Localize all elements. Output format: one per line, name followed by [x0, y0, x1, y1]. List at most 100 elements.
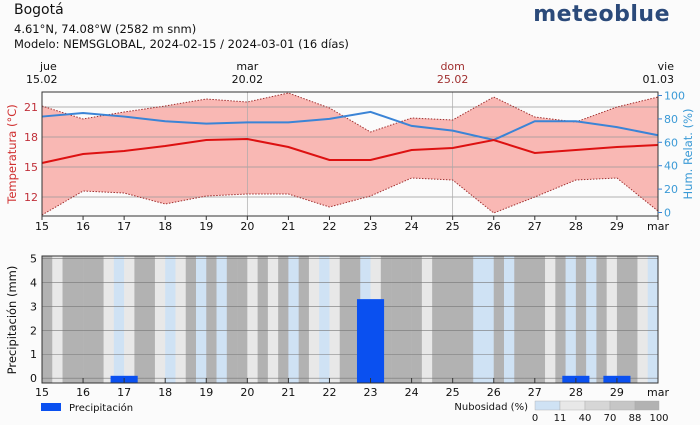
cloud-cover-bar [144, 256, 156, 383]
top-date-label: 25.02 [437, 73, 469, 86]
cloud-cover-bar [154, 256, 166, 383]
cloud-cover-bar [103, 256, 115, 383]
cloud-cover-bar [165, 256, 176, 383]
cloud-cover-bar [462, 256, 474, 383]
top-date-label: 20.02 [232, 73, 264, 86]
right-tick-label: 0 [664, 206, 671, 219]
cloud-cover-bar [452, 256, 464, 383]
y-tick-label: 1 [30, 348, 37, 361]
humidity-line [41, 110, 659, 142]
cloud-cover-bar [83, 256, 94, 383]
cloud-cover-bar [329, 256, 341, 383]
cloud-cover-bar [401, 256, 412, 383]
right-axis-label: Hum. Relat. (%) [681, 109, 695, 200]
cloud-scale-tick: 40 [579, 413, 592, 424]
cloud-cover-bar [555, 256, 566, 383]
x-tick-label: 22 [322, 220, 336, 233]
cloud-cover-bar [586, 256, 597, 383]
cloud-cover-bar [42, 256, 53, 383]
cloud-cover-bar [257, 256, 269, 383]
cloud-cover-bar [647, 256, 659, 383]
x-tick-label: 23 [364, 220, 378, 233]
legend-precip-swatch [41, 403, 61, 411]
right-tick-label: 60 [664, 136, 678, 149]
x-tick-label: 19 [199, 220, 213, 233]
cloud-cover-bar [380, 256, 392, 383]
cloud-cover-bar [483, 256, 495, 383]
cloud-cover-bar [278, 256, 289, 383]
cloud-cover-bar [504, 256, 515, 383]
cloud-cover-bar [206, 256, 217, 383]
x-tick-label: 16 [76, 220, 90, 233]
x-tick-label: 23 [364, 386, 378, 399]
cloud-cover-bar [237, 256, 248, 383]
cloud-cover-bar [175, 256, 187, 383]
x-tick-label: 24 [405, 220, 419, 233]
cloud-cover-bar [298, 256, 310, 383]
model-info: Modelo: NEMSGLOBAL, 2024-02-15 / 2024-03… [14, 37, 349, 51]
x-tick-label: 17 [117, 386, 131, 399]
x-tick-label: mar [647, 220, 669, 233]
x-tick-label: 16 [76, 386, 90, 399]
cloud-cover-bar [185, 256, 197, 383]
x-tick-label: 20 [240, 220, 254, 233]
cloud-cover-bar [596, 256, 607, 383]
max-temperature-line [41, 92, 659, 133]
location-title: Bogotá [14, 2, 64, 18]
right-tick-label: 40 [664, 160, 678, 173]
x-tick-label: 18 [158, 220, 172, 233]
cloud-cover-bar [319, 256, 330, 383]
cloud-scale-swatch [634, 400, 660, 411]
x-tick-label: 19 [199, 386, 213, 399]
cloud-cover-bar [350, 256, 361, 383]
cloud-cover-bar [514, 256, 525, 383]
cloud-cover-bar [616, 256, 628, 383]
cloud-cover-bar [288, 256, 299, 383]
x-tick-label: 15 [35, 386, 49, 399]
top-day-label: vie [658, 60, 675, 73]
cloud-cover-bar [565, 256, 577, 383]
top-day-label: dom [440, 60, 464, 73]
x-tick-label: 21 [281, 386, 295, 399]
y-tick-label: 2 [30, 324, 37, 337]
cloud-scale-swatch [534, 400, 561, 411]
precipitation-bar [356, 299, 385, 383]
cloud-cover-bar [93, 256, 104, 383]
cloud-cover-bar [226, 256, 238, 383]
mean-temperature-line [41, 137, 659, 164]
x-tick-label: 20 [240, 386, 254, 399]
cloud-cover-bar [627, 256, 638, 383]
meteoblue-logo: meteoblue [533, 2, 670, 27]
y-tick-label: 12 [24, 191, 38, 204]
top-day-label: mar [236, 60, 258, 73]
cloud-cover-bar [52, 256, 63, 383]
cloud-scale-tick: 88 [629, 413, 642, 424]
cloud-scale-tick: 100 [649, 413, 668, 424]
right-tick-label: 20 [664, 183, 678, 196]
coordinates: 4.61°N, 74.08°W (2582 m snm) [14, 22, 197, 36]
x-tick-label: 26 [487, 386, 501, 399]
x-tick-label: 25 [446, 386, 460, 399]
cloud-scale-swatch [584, 400, 611, 411]
cloud-cover-bar [421, 256, 433, 383]
cloud-scale-tick: 0 [532, 413, 538, 424]
cloud-cover-bar [442, 256, 453, 383]
x-tick-label: 27 [528, 220, 542, 233]
y-axis-label: Temperatura (°C) [5, 104, 19, 204]
x-tick-label: 18 [158, 386, 172, 399]
x-tick-label: 29 [610, 220, 624, 233]
cloud-cover-bar [196, 256, 207, 383]
cloud-cover-bar [124, 256, 135, 383]
top-date-label: 15.02 [26, 73, 58, 86]
top-date-label: 01.03 [643, 73, 675, 86]
top-day-label: jue [39, 60, 57, 73]
x-tick-label: 25 [446, 220, 460, 233]
right-tick-label: 80 [664, 113, 678, 126]
x-tick-label: 24 [405, 386, 419, 399]
cloud-cover-bar [432, 256, 443, 383]
cloud-cover-bar [575, 256, 587, 383]
cloud-cover-bar [134, 256, 145, 383]
cloud-cover-bar [247, 256, 258, 383]
x-tick-label: mar [647, 386, 669, 399]
